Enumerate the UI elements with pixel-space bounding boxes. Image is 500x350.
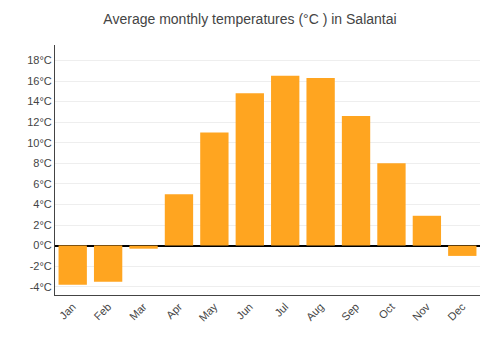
svg-text:6°C: 6°C [33, 178, 52, 190]
svg-text:4°C: 4°C [33, 198, 52, 210]
svg-text:18°C: 18°C [27, 54, 52, 66]
svg-text:Aug: Aug [304, 301, 326, 323]
svg-text:8°C: 8°C [33, 157, 52, 169]
svg-text:-2°C: -2°C [30, 260, 52, 272]
svg-text:Jul: Jul [272, 301, 290, 319]
svg-text:16°C: 16°C [27, 75, 52, 87]
svg-text:0°C: 0°C [33, 239, 52, 251]
svg-text:Feb: Feb [92, 301, 114, 323]
svg-text:12°C: 12°C [27, 116, 52, 128]
svg-text:Dec: Dec [445, 300, 468, 323]
svg-text:14°C: 14°C [27, 95, 52, 107]
svg-text:Nov: Nov [410, 300, 433, 323]
svg-text:2°C: 2°C [33, 219, 52, 231]
svg-text:Oct: Oct [376, 301, 397, 322]
svg-text:Sep: Sep [339, 301, 361, 323]
svg-text:Jun: Jun [234, 301, 255, 322]
svg-text:Jan: Jan [57, 301, 78, 322]
svg-text:-4°C: -4°C [30, 281, 52, 293]
svg-text:Mar: Mar [127, 300, 149, 322]
svg-text:Apr: Apr [164, 300, 185, 321]
svg-text:May: May [197, 300, 221, 324]
svg-text:10°C: 10°C [27, 137, 52, 149]
svg-text:Average monthly temperatures (: Average monthly temperatures (°C ) in Sa… [103, 11, 396, 27]
